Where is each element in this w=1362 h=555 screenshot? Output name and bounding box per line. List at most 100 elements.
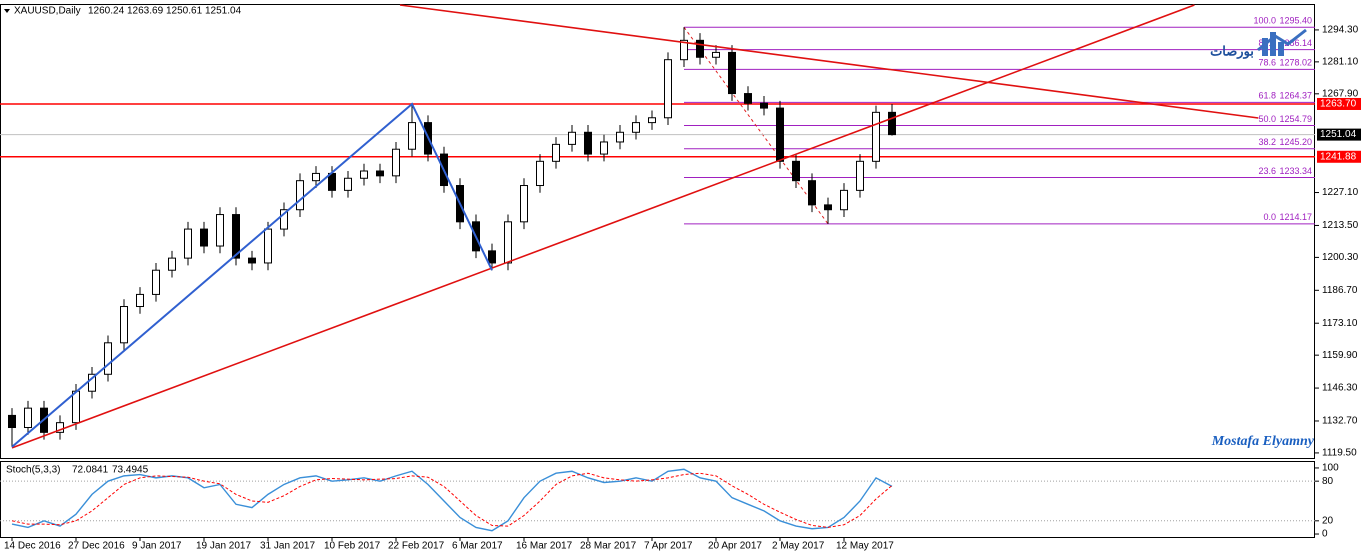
candle-body (632, 122, 640, 133)
candle-body (152, 269, 160, 295)
candle-body (56, 422, 64, 433)
fib-price-label: 1214.17 (1279, 212, 1312, 222)
candle-body (664, 59, 672, 119)
candle-body (856, 160, 864, 191)
y-tick-label: 1186.70 (1322, 285, 1358, 296)
stoch-signal-value: 73.4945 (112, 465, 149, 476)
price-tag (1317, 97, 1361, 110)
candle-body (408, 122, 416, 150)
candle-body (584, 131, 592, 155)
candle-body (136, 293, 144, 308)
candle-body (168, 257, 176, 271)
fib-level-label: 38.2 (1258, 137, 1276, 147)
y-tick-label: 1227.10 (1322, 187, 1359, 198)
fib-level-label: 61.8 (1258, 91, 1276, 101)
chart-title: XAUUSD,Daily (14, 6, 81, 17)
candle-body (216, 214, 224, 247)
fib-price-label: 1245.20 (1279, 137, 1312, 147)
candle-body (520, 185, 528, 223)
candle-body (552, 143, 560, 162)
candle-body (376, 170, 384, 177)
fib-diagonal (683, 26, 829, 225)
candle-body (744, 93, 752, 104)
x-tick-label: 2 May 2017 (772, 541, 825, 552)
ohlc-close: 1251.04 (205, 6, 242, 17)
y-tick-label: 1294.30 (1322, 25, 1359, 36)
candle-body (24, 407, 32, 429)
logo-text: بورصات (1210, 43, 1254, 59)
logo-bar (1262, 38, 1268, 56)
fib-price-label: 1295.40 (1279, 16, 1312, 26)
x-tick-label: 28 Mar 2017 (580, 541, 637, 552)
candle-body (312, 172, 320, 182)
candle-body (120, 306, 128, 344)
y-tick-label: 100 (1322, 463, 1339, 474)
candle-body (680, 39, 688, 61)
stoch-line (11, 472, 893, 528)
y-tick-label: 1119.50 (1322, 448, 1357, 459)
logo-bar (1278, 42, 1284, 56)
stoch-title: Stoch(5,3,3) (6, 465, 60, 476)
x-tick-label: 20 Apr 2017 (708, 541, 762, 552)
candle-body (824, 204, 832, 211)
candle-body (840, 189, 848, 211)
fib-level-label: 50.0 (1258, 114, 1276, 124)
stoch-main-value: 72.0841 (72, 465, 109, 476)
x-tick-label: 14 Dec 2016 (4, 541, 61, 552)
candle-body (872, 111, 880, 162)
x-tick-label: 7 Apr 2017 (644, 541, 693, 552)
candle-body (296, 180, 304, 211)
x-tick-label: 9 Jan 2017 (132, 541, 182, 552)
candle-body (792, 160, 800, 182)
y-tick-label: 1146.30 (1322, 383, 1358, 394)
candle-body (248, 257, 256, 264)
logo-arrow (1257, 28, 1307, 52)
fib-level-label: 23.6 (1258, 166, 1276, 176)
stoch-line (11, 468, 893, 532)
y-tick-label: 1132.70 (1322, 416, 1358, 427)
candle-body (776, 107, 784, 162)
y-tick-label: 1267.90 (1322, 88, 1359, 99)
candle-body (280, 209, 288, 230)
y-tick-label: 1159.90 (1322, 350, 1358, 361)
price-tag (1317, 150, 1361, 163)
trendline (399, 4, 1259, 119)
candle-body (760, 102, 768, 109)
x-tick-label: 16 Mar 2017 (516, 541, 573, 552)
x-tick-label: 31 Jan 2017 (260, 541, 315, 552)
candle-body (184, 228, 192, 259)
fib-level-label: 100.0 (1253, 16, 1276, 26)
candle-body (712, 51, 720, 58)
candle-body (232, 214, 240, 259)
fib-price-label: 1233.34 (1279, 166, 1312, 176)
fib-price-label: 1278.02 (1279, 58, 1312, 68)
fib-level-label: 78.6 (1258, 58, 1276, 68)
fib-level-label: 0.0 (1263, 212, 1276, 222)
menu-arrow (4, 9, 10, 13)
ohlc-high: 1263.69 (127, 6, 164, 17)
candle-body (696, 39, 704, 58)
price-tag-label: 1251.04 (1320, 129, 1357, 140)
candle-body (344, 177, 352, 191)
trendline (11, 4, 1195, 449)
y-tick-label: 1173.10 (1322, 318, 1358, 329)
y-tick-label: 80 (1322, 476, 1334, 487)
y-tick-label: 20 (1322, 515, 1334, 526)
price-tag (1317, 128, 1361, 141)
candle-body (616, 131, 624, 143)
x-tick-label: 27 Dec 2016 (68, 541, 125, 552)
candle-body (536, 160, 544, 187)
candle-body (728, 51, 736, 95)
logo: بورصات (1210, 28, 1307, 59)
price-axis-bg (1316, 0, 1362, 460)
fib-price-label: 1254.79 (1279, 114, 1312, 124)
x-tick-label: 19 Jan 2017 (196, 541, 251, 552)
fib-price-label: 1286.14 (1279, 38, 1312, 48)
candle-body (72, 390, 80, 424)
stoch-panel-frame (0, 461, 1315, 538)
x-tick-label: 6 Mar 2017 (452, 541, 503, 552)
y-tick-label: 1213.50 (1322, 220, 1359, 231)
main-panel-frame (0, 4, 1315, 459)
candle-body (264, 228, 272, 264)
